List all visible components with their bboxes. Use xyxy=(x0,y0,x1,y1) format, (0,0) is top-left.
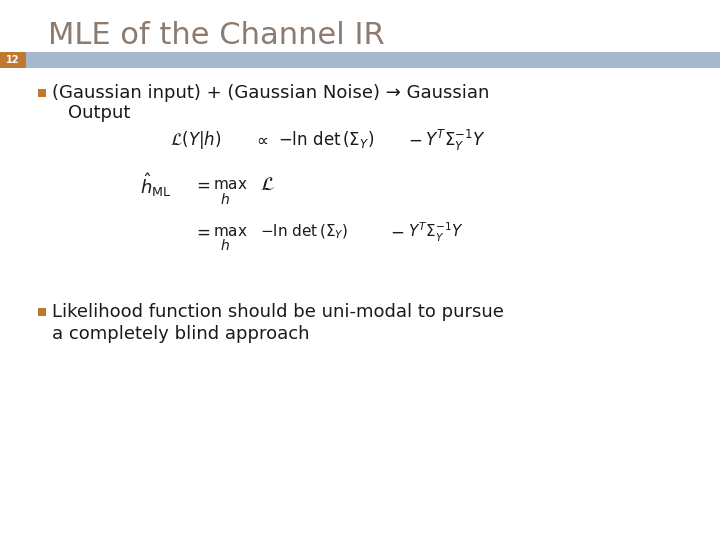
Text: Output: Output xyxy=(68,104,130,122)
Text: $\mathcal{L}(Y|h)$: $\mathcal{L}(Y|h)$ xyxy=(170,129,221,151)
Text: MLE of the Channel IR: MLE of the Channel IR xyxy=(48,21,384,50)
Text: a completely blind approach: a completely blind approach xyxy=(52,325,310,343)
Text: $-$: $-$ xyxy=(390,223,404,241)
Text: $\hat{h}_{\mathrm{ML}}$: $\hat{h}_{\mathrm{ML}}$ xyxy=(140,171,171,199)
Text: Likelihood function should be uni-modal to pursue: Likelihood function should be uni-modal … xyxy=(52,303,504,321)
Text: $\propto$: $\propto$ xyxy=(253,131,269,149)
FancyBboxPatch shape xyxy=(0,52,26,68)
Text: $\mathrm{max}$: $\mathrm{max}$ xyxy=(213,178,248,192)
Text: (Gaussian input) + (Gaussian Noise) → Gaussian: (Gaussian input) + (Gaussian Noise) → Ga… xyxy=(52,84,490,102)
Text: $Y^T\Sigma_Y^{-1}Y$: $Y^T\Sigma_Y^{-1}Y$ xyxy=(425,127,485,152)
Text: $h$: $h$ xyxy=(220,239,230,253)
Text: $Y^T\Sigma_Y^{-1}Y$: $Y^T\Sigma_Y^{-1}Y$ xyxy=(408,220,464,244)
Text: 12: 12 xyxy=(6,55,19,65)
Text: $-\ln\,\mathrm{det}\,(\Sigma_Y)$: $-\ln\,\mathrm{det}\,(\Sigma_Y)$ xyxy=(260,223,348,241)
Text: $\mathcal{L}$: $\mathcal{L}$ xyxy=(260,176,275,194)
Text: $\mathrm{max}$: $\mathrm{max}$ xyxy=(213,225,248,239)
FancyBboxPatch shape xyxy=(0,52,720,68)
FancyBboxPatch shape xyxy=(38,89,46,97)
Text: $h$: $h$ xyxy=(220,192,230,206)
Text: $=$: $=$ xyxy=(193,223,210,241)
FancyBboxPatch shape xyxy=(38,308,46,316)
Text: $=$: $=$ xyxy=(193,176,210,194)
Text: $-$: $-$ xyxy=(408,131,422,149)
Text: $-\ln\,\mathrm{det}\,(\Sigma_Y)$: $-\ln\,\mathrm{det}\,(\Sigma_Y)$ xyxy=(278,130,374,151)
